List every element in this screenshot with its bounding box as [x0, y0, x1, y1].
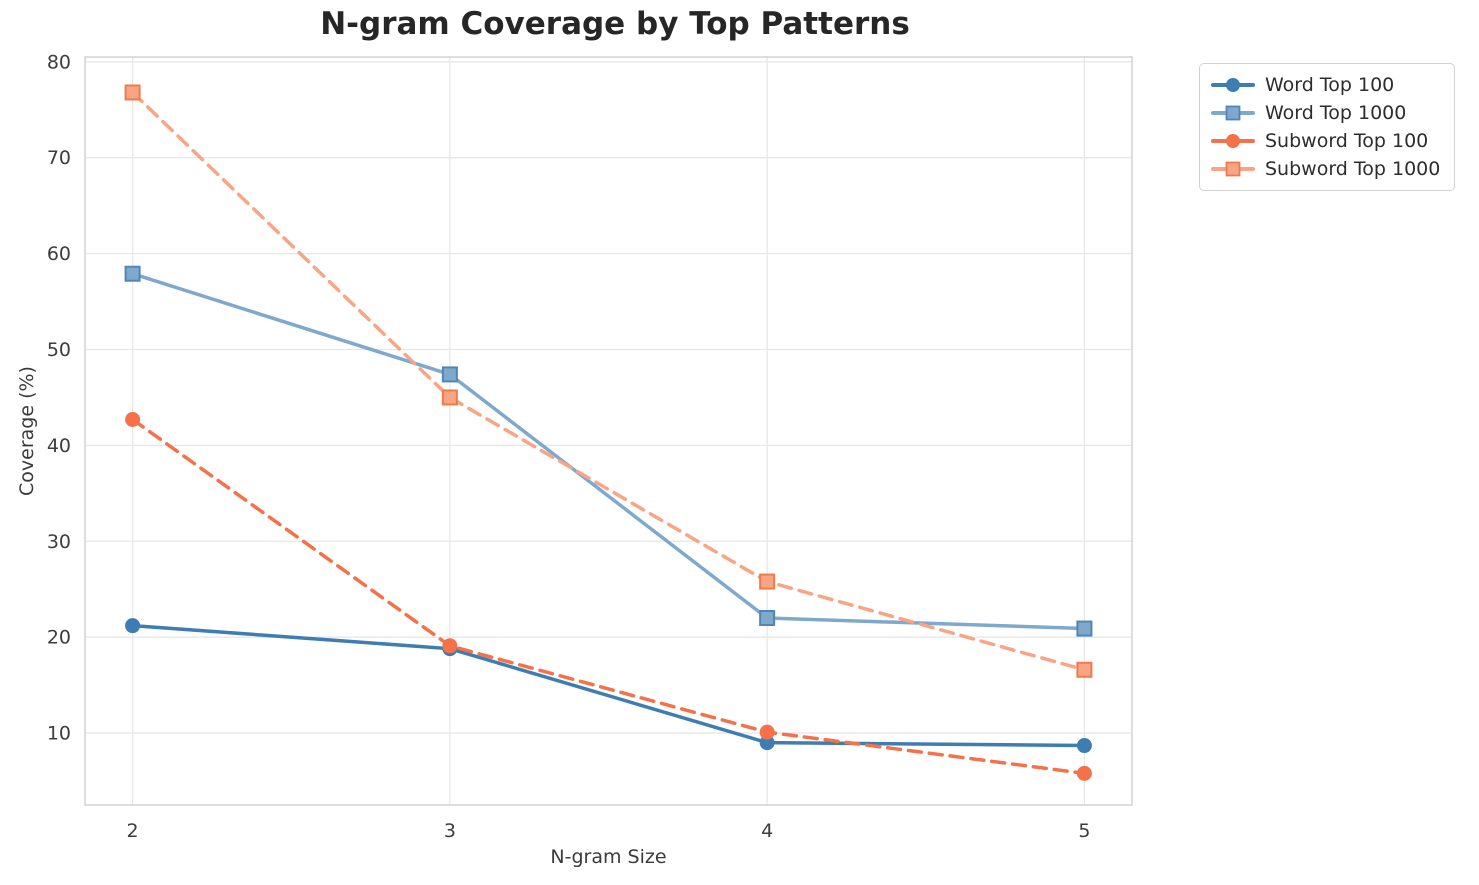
marker-word-top-100-x4 — [759, 735, 775, 751]
y-tick-label-20: 20 — [47, 627, 71, 649]
marker-word-top-1000-x5 — [1076, 620, 1093, 637]
legend: Word Top 100 Word Top 1000 Subword Top 1… — [1199, 63, 1456, 191]
series-line-word-top-100 — [130, 623, 1087, 748]
legend-marker-word-top-100 — [1226, 78, 1240, 92]
x-tick-label-2: 2 — [127, 820, 139, 842]
marker-word-top-100-x5 — [1076, 738, 1092, 754]
y-tick-label-60: 60 — [47, 243, 71, 265]
series-line-subword-top-1000 — [130, 90, 1087, 672]
x-tick-label-4: 4 — [761, 820, 773, 842]
legend-swatch-word-top-1000 — [1211, 105, 1255, 121]
legend-label-word-top-100: Word Top 100 — [1265, 74, 1395, 96]
plot-frame — [84, 56, 1133, 806]
marker-word-top-100-x2 — [125, 618, 141, 634]
legend-item-word-top-1000: Word Top 1000 — [1210, 101, 1440, 125]
legend-label-subword-top-1000: Subword Top 1000 — [1265, 158, 1441, 180]
marker-subword-top-1000-x3 — [441, 389, 458, 406]
y-axis-label: Coverage (%) — [16, 366, 38, 496]
series-line-subword-top-100 — [130, 417, 1087, 776]
marker-subword-top-1000-x5 — [1076, 661, 1093, 678]
marker-subword-top-100-x5 — [1076, 765, 1092, 781]
marker-subword-top-100-x4 — [759, 724, 775, 740]
legend-swatch-word-top-100 — [1211, 78, 1255, 92]
legend-marker-subword-top-100 — [1226, 134, 1240, 148]
chart-title: N-gram Coverage by Top Patterns — [320, 6, 910, 42]
marker-word-top-1000-x2 — [124, 265, 141, 282]
y-tick-label-30: 30 — [47, 531, 71, 553]
marker-subword-top-1000-x4 — [759, 573, 776, 590]
y-tick-label-50: 50 — [47, 339, 71, 361]
legend-marker-word-top-1000 — [1225, 105, 1241, 121]
legend-label-word-top-1000: Word Top 1000 — [1265, 102, 1407, 124]
legend-swatch-subword-top-1000 — [1211, 161, 1255, 177]
marker-subword-top-1000-x2 — [124, 84, 141, 101]
legend-label-subword-top-100: Subword Top 100 — [1265, 130, 1429, 152]
legend-item-subword-top-100: Subword Top 100 — [1210, 129, 1440, 153]
series-line-word-top-1000 — [130, 271, 1087, 631]
y-tick-label-10: 10 — [47, 723, 71, 745]
marker-word-top-1000-x3 — [441, 366, 458, 383]
y-tick-label-70: 70 — [47, 147, 71, 169]
marker-subword-top-100-x2 — [125, 411, 141, 427]
legend-swatch-subword-top-100 — [1211, 134, 1255, 148]
legend-item-subword-top-1000: Subword Top 1000 — [1210, 157, 1440, 181]
legend-marker-subword-top-1000 — [1225, 161, 1241, 177]
y-tick-label-80: 80 — [47, 51, 71, 73]
legend-item-word-top-100: Word Top 100 — [1210, 73, 1440, 97]
x-tick-label-3: 3 — [444, 820, 456, 842]
x-axis-label: N-gram Size — [550, 846, 667, 868]
marker-word-top-1000-x4 — [759, 610, 776, 626]
marker-subword-top-100-x3 — [442, 638, 458, 654]
y-tick-label-40: 40 — [47, 435, 71, 457]
x-tick-label-5: 5 — [1078, 820, 1090, 842]
